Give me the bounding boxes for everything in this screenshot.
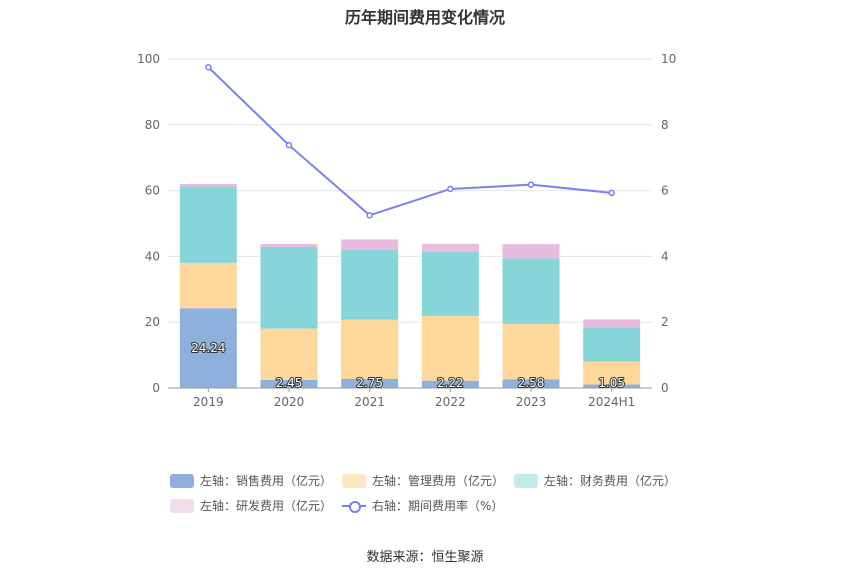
chart-area: 0 20 40 60 80 100 0 2 4 6 8 10 2019 2020 2021 2022 202…	[137, 52, 676, 409]
rate-point	[447, 185, 454, 193]
legend-item[interactable]: 左轴：财务费用（亿元）	[514, 472, 676, 489]
left-tick-label: 20	[145, 315, 160, 329]
bar-sales	[260, 379, 318, 388]
x-tick-label: 2022	[435, 395, 466, 409]
legend-label: 左轴：研发费用（亿元）	[200, 499, 333, 513]
data-label-sales: 2.22	[437, 376, 464, 390]
x-tick-label: 2020	[274, 395, 305, 409]
legend-swatch	[170, 498, 194, 513]
legend-swatch	[514, 473, 538, 488]
rate-point	[527, 181, 535, 188]
bar-finance	[583, 327, 641, 362]
bar-admin	[179, 262, 237, 309]
legend-swatch	[170, 473, 194, 488]
left-tick-label: 100	[137, 52, 160, 66]
data-label-sales: 2.45	[276, 376, 303, 390]
right-axis: 0 2 4 6 8 10	[661, 52, 676, 395]
x-axis: 2019 2020 2021 2022 2023 2024H1	[168, 387, 652, 409]
legend-label: 左轴：财务费用（亿元）	[544, 474, 677, 488]
legend-item[interactable]: 左轴：研发费用（亿元）	[170, 497, 332, 514]
data-label-sales: 24.24	[191, 341, 225, 355]
bar-finance	[341, 249, 399, 320]
left-tick-label: 80	[145, 118, 160, 132]
left-axis: 0 20 40 60 80 100	[137, 52, 160, 395]
bar-finance	[502, 258, 560, 324]
bar-rd	[583, 319, 641, 328]
bar-sales	[421, 380, 479, 388]
data-label-sales: 2.75	[356, 376, 383, 390]
x-tick-label: 2021	[354, 395, 385, 409]
bar-admin	[421, 315, 479, 381]
x-tick-label: 2023	[516, 395, 547, 409]
bar-rd	[260, 244, 318, 248]
bar-sales	[502, 379, 560, 388]
bar-finance	[179, 186, 237, 263]
x-tick-label: 2024H1	[588, 395, 635, 409]
right-tick-label: 4	[661, 249, 669, 263]
left-tick-label: 60	[145, 184, 160, 198]
bar-admin	[260, 328, 318, 380]
legend-item[interactable]: 左轴：销售费用（亿元）	[170, 472, 332, 489]
right-tick-label: 6	[661, 184, 669, 198]
left-tick-label: 0	[152, 381, 160, 395]
bar-rd	[421, 243, 479, 253]
bar-sales	[583, 384, 641, 388]
data-labels: 24.24 2.45 2.75 2.22 2.58 1.05	[190, 340, 626, 391]
data-label-sales: 1.05	[598, 376, 625, 390]
legend-line-swatch	[342, 499, 366, 513]
right-tick-label: 8	[661, 118, 669, 132]
legend-label: 右轴：期间费用率（%）	[372, 499, 504, 513]
bar-admin	[583, 361, 641, 385]
legend-swatch	[342, 473, 366, 488]
rate-line-path	[207, 66, 612, 217]
bar-rd	[341, 239, 399, 250]
chart-title: 历年期间费用变化情况	[344, 8, 505, 27]
bar-rd	[179, 183, 237, 187]
bars	[179, 183, 641, 388]
bar-finance	[421, 252, 479, 316]
bar-sales	[179, 308, 237, 388]
legend-label: 左轴：管理费用（亿元）	[372, 474, 505, 488]
rate-point	[205, 63, 212, 71]
right-tick-label: 0	[661, 381, 669, 395]
bar-finance	[260, 247, 318, 329]
bar-sales	[341, 378, 399, 388]
grid-lines	[168, 58, 652, 389]
right-tick-label: 2	[661, 315, 669, 329]
legend-item[interactable]: 左轴：管理费用（亿元）	[342, 472, 504, 489]
rate-point	[285, 141, 293, 149]
bar-rd	[502, 243, 560, 259]
right-tick-label: 10	[661, 52, 676, 66]
bar-admin	[502, 323, 560, 380]
legend-label: 左轴：销售费用（亿元）	[200, 474, 333, 488]
rate-point	[608, 189, 615, 197]
x-tick-label: 2019	[193, 395, 224, 409]
left-tick-label: 40	[145, 249, 160, 263]
data-label-sales: 2.58	[518, 376, 545, 390]
legend-item[interactable]: 右轴：期间费用率（%）	[342, 497, 503, 514]
rate-point	[366, 212, 373, 219]
bar-admin	[341, 319, 399, 379]
rate-line	[205, 63, 615, 219]
data-source: 数据来源：恒生聚源	[366, 550, 484, 565]
